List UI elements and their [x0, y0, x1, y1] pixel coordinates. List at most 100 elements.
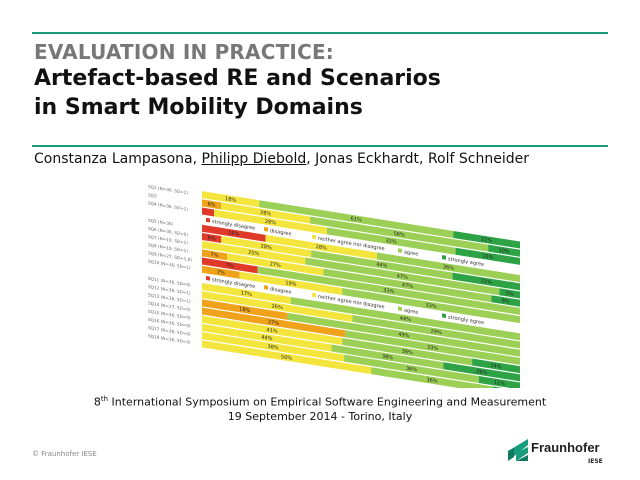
legend-swatch: [206, 217, 210, 223]
bar-segment: [376, 252, 520, 283]
bar-segment: [478, 376, 520, 388]
bar-segment: [265, 234, 377, 260]
bar-segment: [342, 287, 520, 324]
bar-segment: [202, 207, 215, 217]
bar-segment: [290, 296, 520, 341]
bar-segment: [499, 288, 520, 299]
row-label: SQ17 (N=36, SD=0): [148, 325, 191, 337]
authors-line: Constanza Lampasona, Philipp Diebold, Jo…: [34, 151, 529, 167]
bar-segment: [257, 266, 520, 315]
legend-swatch: [398, 248, 402, 253]
bar-value-label: 28%: [316, 244, 327, 252]
bar-value-label: 29%: [431, 329, 442, 337]
bar-value-label: 32%: [386, 238, 397, 246]
bar-segment: [202, 232, 222, 244]
bar-segment: [344, 354, 479, 384]
bar-value-label: 18%: [239, 306, 250, 314]
bar-value-label: 18%: [225, 196, 236, 204]
legend-swatch: [264, 226, 268, 232]
bar-value-label: 21%: [481, 278, 492, 286]
legend-swatch: [264, 285, 268, 290]
row-label: SQ9 (N=27, SD=1.8): [148, 250, 192, 262]
author-diebold-link[interactable]: Philipp Diebold: [201, 151, 307, 167]
bar-segment: [202, 241, 306, 265]
bar-value-label: 33%: [426, 302, 437, 310]
chart-plane: SQ2 (N=36, SD=1) 18% 61% 21% SQ3 6% 28% 56% 10% S…: [148, 184, 520, 388]
bar-segment: [202, 224, 266, 242]
bar-value-label: 16%: [228, 230, 239, 238]
row-label: SQ14 (N=27, SD=0): [148, 300, 191, 312]
row-label: SQ5 (N=36): [148, 218, 174, 227]
author-lampasona: Constanza Lampasona,: [34, 151, 202, 167]
bar-value-label: 14%: [491, 363, 502, 371]
bar-segment: [443, 362, 520, 382]
bar-segment: [239, 271, 343, 295]
bar-value-label: 36%: [426, 377, 437, 385]
bar-segment: [221, 236, 312, 258]
bar-value-label: 50%: [281, 354, 292, 362]
bar-segment: [227, 253, 324, 276]
bar-value-label: 61%: [351, 216, 362, 224]
bar-segment: [472, 358, 520, 374]
conference-title: 8th International Symposium on Empirical…: [0, 395, 640, 409]
bar-value-label: 27%: [270, 261, 281, 269]
bar-value-label: 19%: [285, 280, 296, 288]
bar-value-label: 38%: [382, 354, 393, 362]
bar-value-label: 28%: [261, 243, 272, 251]
bar-value-label: 27%: [268, 319, 279, 327]
row-label: SQ10 (N=36, SD=1): [148, 259, 191, 271]
bar-value-label: 25%: [248, 250, 259, 258]
bar-segment: [488, 244, 520, 257]
bar-segment: [202, 282, 291, 304]
title-line-3: in Smart Mobility Domains: [34, 95, 363, 120]
bar-value-label: 44%: [400, 316, 411, 324]
bar-value-label: 17%: [241, 290, 252, 298]
legend-label: strongly agree: [448, 315, 484, 327]
bar-segment: [202, 299, 288, 320]
bar-value-label: 33%: [383, 287, 394, 295]
bar-value-label: 47%: [397, 273, 408, 281]
bar-segment: [455, 247, 520, 265]
bar-value-label: 36%: [406, 366, 417, 374]
bar-segment: [202, 191, 260, 208]
bar-segment: [311, 250, 453, 280]
bar-segment: [202, 199, 222, 210]
conference-date: 19 September 2014 - Torino, Italy: [227, 410, 413, 423]
bar-segment: [345, 330, 520, 365]
bar-segment: [310, 216, 489, 252]
bar-segment: [202, 291, 353, 322]
legend-swatch: [312, 292, 316, 298]
bar-value-label: 11%: [494, 380, 505, 388]
bar-value-label: 26%: [476, 369, 487, 377]
bar-segment: [305, 257, 500, 296]
bar-value-label: 7%: [211, 252, 219, 259]
bar-value-label: 26%: [272, 303, 283, 311]
bar-segment: [491, 295, 520, 307]
bar-value-label: 44%: [376, 262, 387, 270]
bar-segment: [371, 367, 493, 388]
legend-swatch: [398, 306, 402, 312]
bar-value-label: 47%: [402, 282, 413, 290]
title-line-1: EVALUATION IN PRACTICE:: [34, 40, 335, 64]
authors-rest: , Jonas Eckhardt, Rolf Schneider: [306, 151, 529, 167]
bar-segment: [452, 272, 520, 291]
bar-value-label: 56%: [394, 231, 405, 239]
legend-label: strongly agree: [448, 256, 484, 268]
bar-value-label: 28%: [260, 210, 271, 218]
bar-value-label: 10%: [499, 248, 510, 256]
row-label: SQ15 (N=36, SD=0): [148, 309, 191, 321]
row-label: SQ4 (N=36, SD=1): [148, 200, 188, 211]
bar-value-label: 38%: [402, 349, 413, 357]
fraunhofer-logo: Fraunhofer IESE: [508, 437, 612, 471]
copyright-notice: © Fraunhofer IESE: [32, 450, 97, 458]
bar-value-label: 16%: [482, 253, 493, 261]
conference-name: International Symposium on Empirical Sof…: [108, 395, 547, 409]
bar-segment: [259, 200, 454, 238]
row-label: SQ16 (N=36, SD=0): [148, 317, 191, 329]
conference-ordinal-suffix: th: [100, 395, 109, 403]
row-label: SQ13 (N=36, SD=1): [148, 292, 191, 304]
conference-ordinal: 8: [93, 395, 101, 409]
bar-segment: [453, 230, 520, 249]
bar-value-label: 5%: [506, 290, 514, 297]
row-label: SQ18 (N=36, SD=0): [148, 333, 191, 345]
